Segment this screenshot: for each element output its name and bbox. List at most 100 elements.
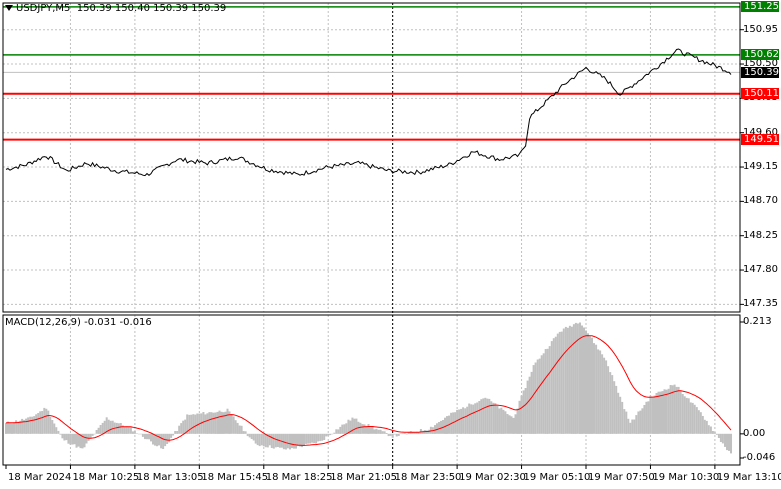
macd-bar (546, 348, 549, 434)
macd-bar (544, 349, 547, 434)
macd-bar (293, 433, 296, 449)
macd-bar (37, 413, 40, 434)
macd-bar (301, 433, 304, 448)
macd-bar (192, 414, 195, 434)
macd-bar (470, 404, 473, 434)
macd-bar (583, 327, 586, 434)
macd-bar (615, 385, 618, 434)
x-tick-label: 18 Mar 13:05 (136, 472, 204, 483)
macd-bar (347, 419, 350, 434)
macd-bar (248, 433, 251, 438)
macd-bar (462, 407, 465, 434)
macd-bar (381, 431, 384, 434)
y-tick-label: 147.35 (743, 298, 778, 310)
macd-bar (144, 433, 147, 440)
macd-bar (246, 433, 249, 437)
macd-bar (79, 433, 82, 449)
macd-bar (27, 417, 30, 434)
macd-bar (593, 343, 596, 434)
macd-bar (184, 419, 187, 434)
macd-bar (717, 433, 720, 438)
macd-bar (323, 433, 326, 440)
macd-bar (369, 427, 372, 434)
macd-bar (415, 431, 418, 434)
macd-bar (57, 430, 60, 434)
macd-bar (560, 331, 563, 434)
macd-bar (35, 414, 38, 434)
macd-bar (691, 402, 694, 434)
macd-bar (581, 325, 584, 434)
macd-bar (425, 430, 428, 434)
macd-bar (591, 337, 594, 434)
symbol-label: USDJPY,M5 (16, 3, 71, 14)
macd-bar (311, 433, 314, 443)
macd-bar (611, 375, 614, 434)
x-tick-label: 18 Mar 2024 (8, 472, 72, 483)
macd-bar (679, 390, 682, 434)
macd-bar (55, 427, 58, 434)
macd-bar (721, 433, 724, 444)
macd-bar (595, 344, 598, 434)
macd-bar (353, 418, 356, 434)
macd-bar (250, 433, 253, 439)
macd-bar (327, 433, 330, 436)
macd-bar (152, 433, 155, 445)
macd-bar (244, 431, 247, 434)
macd-bar (63, 433, 66, 441)
macd-bar (154, 433, 157, 446)
macd-bar (335, 429, 338, 434)
macd-bar (119, 423, 122, 434)
ohlc-values: 150.39 150.40 150.39 150.39 (76, 3, 227, 14)
panel-frames (2, 2, 741, 466)
macd-bar (196, 413, 199, 434)
macd-bar (558, 331, 561, 434)
macd-bar (385, 433, 388, 434)
macd-bar (127, 427, 130, 434)
macd-bar (139, 433, 142, 435)
current-price-tag: 150.39 (741, 66, 779, 78)
macd-bar (258, 433, 261, 447)
macd-bar (31, 416, 34, 434)
x-tick-label: 19 Mar 02:30 (459, 472, 526, 483)
macd-bar (490, 401, 493, 434)
macd-bar (168, 433, 171, 443)
macd-bar (486, 398, 489, 434)
macd-bar (516, 408, 519, 434)
macd-bar (274, 433, 277, 448)
macd-bar (17, 421, 20, 434)
macd-bar (651, 396, 654, 434)
macd-bar (377, 429, 380, 434)
level-tag-150.62: 150.62 (741, 49, 779, 61)
macd-bar (345, 423, 348, 434)
macd-bar (528, 376, 531, 434)
macd-bar (313, 433, 316, 444)
price-levels (3, 6, 740, 141)
macd-tick-label: -0.046 (743, 452, 776, 463)
macd-bar (284, 433, 287, 450)
macd-bar (146, 433, 149, 440)
macd-bar (349, 420, 352, 434)
macd-bar (715, 433, 718, 435)
macd-bar (687, 398, 690, 434)
y-tick-label: 149.60 (743, 126, 778, 138)
macd-bar (540, 355, 543, 434)
collapse-triangle-icon[interactable] (5, 5, 13, 11)
macd-bar (101, 422, 104, 434)
macd-bar (649, 395, 652, 434)
macd-bar (472, 404, 475, 434)
macd-bar (280, 433, 283, 448)
macd-bar (303, 433, 306, 446)
macd-bar (685, 397, 688, 434)
macd-bar (264, 433, 267, 448)
macd-bar (403, 433, 406, 434)
macd-bar (474, 403, 477, 434)
macd-histogram (5, 322, 733, 454)
x-tick-label: 19 Mar 07:50 (588, 472, 655, 483)
macd-bar (728, 433, 731, 451)
macd-bar (482, 398, 485, 434)
macd-bar (383, 431, 386, 434)
macd-bar (363, 424, 366, 434)
macd-bar (212, 412, 215, 434)
macd-bar (359, 422, 362, 434)
macd-bar (260, 433, 263, 446)
